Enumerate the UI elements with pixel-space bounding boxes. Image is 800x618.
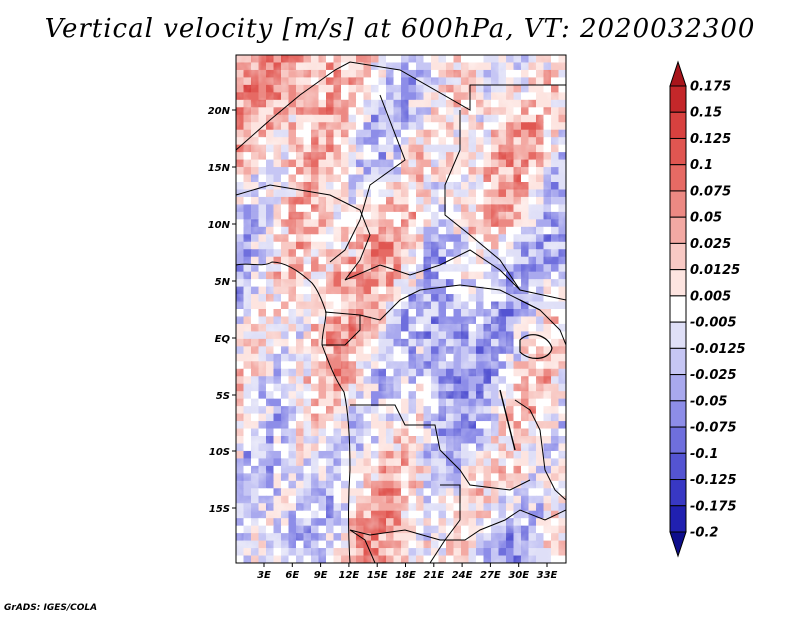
lat-tick-label: 10S	[209, 447, 230, 458]
colorbar-label: 0.005	[690, 289, 731, 304]
lon-tick-label: 18E	[395, 570, 416, 581]
colorbar-top-arrow	[669, 60, 687, 87]
colorbar: 0.175 0.15 0.125 0.1 0.075 0.05 0.025 0.0125 0.0…	[669, 60, 746, 558]
colorbar-label: 0.025	[690, 237, 731, 252]
colorbar-swatch	[669, 164, 687, 192]
lon-tick-label: 15E	[367, 570, 388, 581]
colorbar-swatch	[669, 216, 687, 244]
colorbar-label: -0.05	[690, 394, 727, 409]
colorbar-label: -0.0125	[690, 342, 746, 357]
latitude-axis: 20N 15N 10N 5N EQ 5S 10S 15S	[208, 106, 236, 515]
lat-tick-label: 20N	[208, 106, 231, 117]
colorbar-label: -0.175	[690, 499, 737, 514]
lon-tick-label: 6E	[285, 570, 299, 581]
country-borders	[236, 61, 566, 563]
colorbar-label: 0.125	[690, 132, 731, 147]
chart-title: Vertical velocity [m/s] at 600hPa, VT: 2…	[44, 14, 756, 44]
colorbar-swatch	[669, 479, 687, 507]
border-drc-south	[350, 404, 531, 491]
colorbar-label: -0.125	[690, 473, 737, 488]
colorbar-swatch	[669, 269, 687, 297]
colorbar-label: 0.175	[690, 80, 731, 95]
border-sahara-1	[236, 61, 566, 151]
colorbar-label: -0.2	[690, 526, 718, 541]
colorbar-swatch	[669, 374, 687, 402]
colorbar-swatch	[669, 426, 687, 454]
lon-tick-label: 3E	[257, 570, 271, 581]
border-sahara-2	[329, 94, 406, 263]
lat-tick-label: 10N	[208, 220, 231, 231]
lon-tick-label: 27E	[480, 570, 501, 581]
colorbar-swatch	[669, 347, 687, 376]
grads-credit: GrADS: IGES/COLA	[4, 603, 98, 613]
lon-tick-label: 12E	[339, 570, 360, 581]
colorbar-label: 0.05	[690, 211, 722, 226]
border-congo	[324, 284, 541, 321]
colorbar-swatch	[669, 400, 687, 428]
lat-tick-label: 15S	[209, 504, 230, 515]
west-africa-coastline	[236, 261, 351, 563]
colorbar-label: -0.1	[690, 447, 718, 462]
lat-tick-label: 15N	[208, 163, 231, 174]
colorbar-label: 0.1	[690, 158, 713, 173]
colorbar-label: -0.075	[690, 421, 737, 436]
lon-tick-label: 24E	[452, 570, 473, 581]
field-texture	[236, 55, 566, 563]
colorbar-swatch	[669, 321, 687, 349]
border-east-africa	[519, 299, 566, 346]
border-botswana	[429, 484, 461, 563]
lon-tick-label: 21E	[423, 570, 444, 581]
colorbar-swatch	[669, 190, 687, 218]
colorbar-swatch	[669, 242, 687, 271]
lake-victoria	[519, 334, 553, 359]
lon-tick-label: 33E	[537, 570, 558, 581]
map-frame	[235, 54, 567, 564]
lat-tick-label: 5N	[215, 277, 231, 288]
colorbar-label: 0.0125	[690, 263, 740, 278]
colorbar-label: 0.075	[690, 184, 731, 199]
lake-tanganyika	[499, 389, 516, 451]
colorbar-swatch	[669, 295, 687, 323]
colorbar-swatch	[669, 111, 687, 139]
colorbar-bottom-arrow	[669, 531, 687, 558]
colorbar-swatch	[669, 85, 687, 113]
border-angola-zambia	[349, 509, 566, 541]
lon-tick-label: 9E	[314, 570, 328, 581]
colorbar-swatch	[669, 452, 687, 481]
longitude-axis: 3E 6E 9E 12E 15E 18E 21E 24E 27E 30E 33E	[257, 563, 558, 581]
border-car	[344, 249, 521, 291]
lat-tick-label: 5S	[216, 391, 230, 402]
colorbar-label: 0.15	[690, 106, 722, 121]
border-gabon	[322, 315, 361, 346]
colorbar-swatch	[669, 505, 687, 533]
colorbar-label: -0.025	[690, 368, 737, 383]
border-tanzania	[514, 399, 566, 501]
border-chad-sudan	[444, 110, 566, 301]
lat-tick-label: EQ	[215, 334, 231, 345]
colorbar-label: -0.005	[690, 316, 737, 331]
lon-tick-label: 30E	[508, 570, 529, 581]
colorbar-swatch	[669, 137, 687, 166]
border-nigeria	[236, 184, 371, 281]
border-namibia	[349, 529, 376, 563]
